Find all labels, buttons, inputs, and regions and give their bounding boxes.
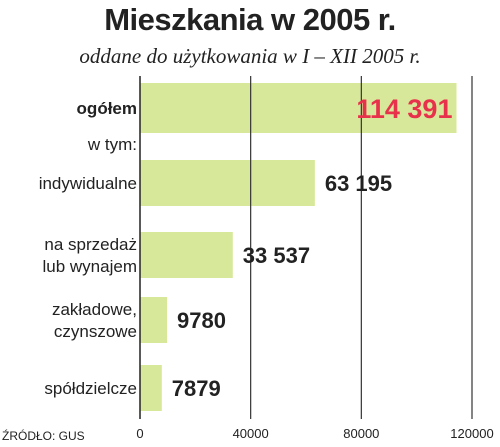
data-label: 114 391 <box>356 94 452 124</box>
category-label: lub wynajem <box>43 257 138 276</box>
data-label: 33 537 <box>243 243 310 268</box>
data-label: 9780 <box>177 308 226 333</box>
category-label: czynszowe <box>54 322 137 341</box>
bar <box>140 160 315 206</box>
data-label: 7879 <box>172 376 221 401</box>
category-label: indywidualne <box>39 174 137 193</box>
bar <box>140 297 168 343</box>
x-tick-label: 80000 <box>343 426 379 441</box>
category-label: ogółem <box>77 99 137 118</box>
x-tick-label: 0 <box>136 426 143 441</box>
data-label: 63 195 <box>325 171 392 196</box>
x-tick-label: 120000 <box>450 426 493 441</box>
x-tick-label: 40000 <box>233 426 269 441</box>
bar <box>140 232 233 278</box>
chart-title: Mieszkania w 2005 r. <box>104 2 396 37</box>
category-label: zakładowe, <box>52 300 137 319</box>
bar <box>140 365 162 411</box>
category-label: na sprzedaż <box>44 235 137 254</box>
chart-source: ŹRÓDŁO: GUS <box>2 429 85 443</box>
chart-subtitle: oddane do użytkowania w I – XII 2005 r. <box>79 44 421 68</box>
category-label: spółdzielcze <box>44 379 137 398</box>
bar <box>140 83 457 133</box>
intermediate-label: w tym: <box>87 135 137 154</box>
